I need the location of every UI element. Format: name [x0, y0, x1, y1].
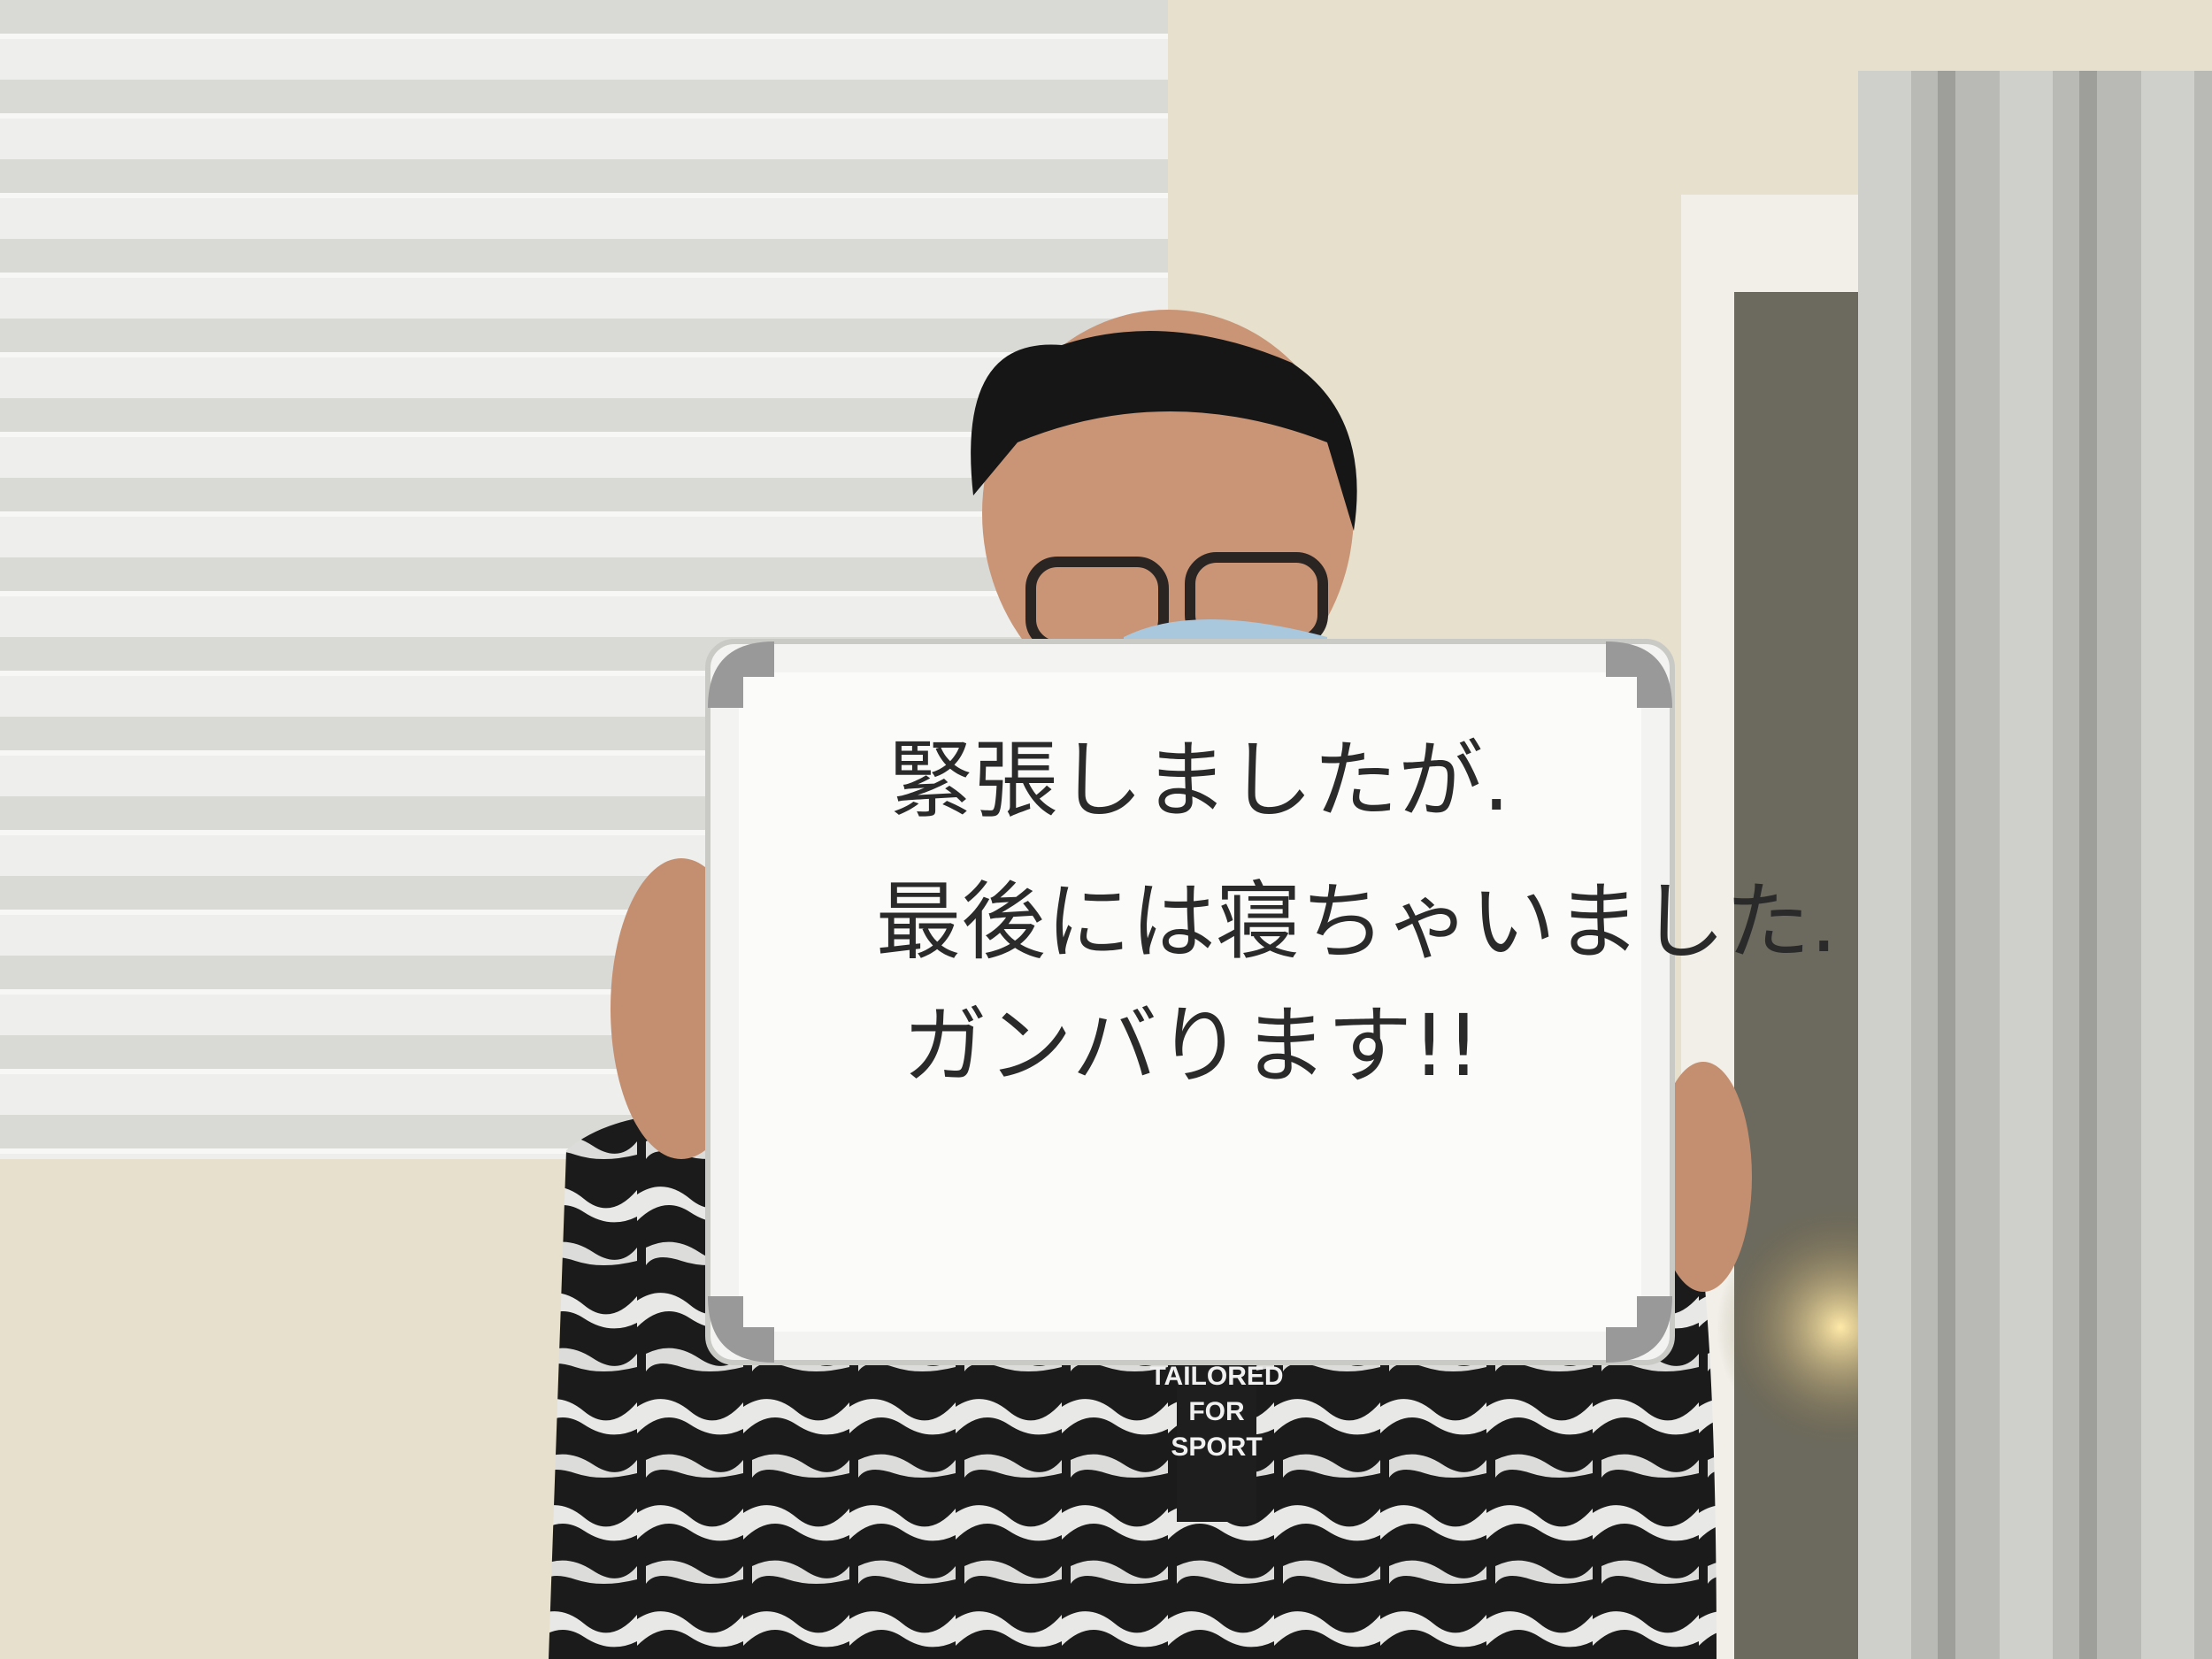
corner — [1606, 1296, 1672, 1363]
right-hand — [1655, 1062, 1752, 1292]
jacket-text: FOR — [1188, 1397, 1245, 1426]
hair — [971, 331, 1357, 531]
whiteboard-line: 緊張しましたが. — [888, 731, 1510, 830]
curtain — [1858, 71, 2212, 1659]
jacket-text: SPORT — [1171, 1432, 1262, 1462]
corner — [708, 1296, 774, 1363]
whiteboard-line: ガンバります!! — [902, 996, 1480, 1095]
doorway — [1734, 292, 1858, 1659]
corner — [1606, 641, 1672, 708]
jacket-label-patch — [1177, 1345, 1256, 1522]
corner — [708, 641, 774, 708]
whiteboard-line: 最後には寝ちゃいました. — [876, 872, 1838, 972]
whiteboard-surface — [739, 672, 1641, 1332]
jacket-text: TAILORED — [1149, 1362, 1283, 1391]
